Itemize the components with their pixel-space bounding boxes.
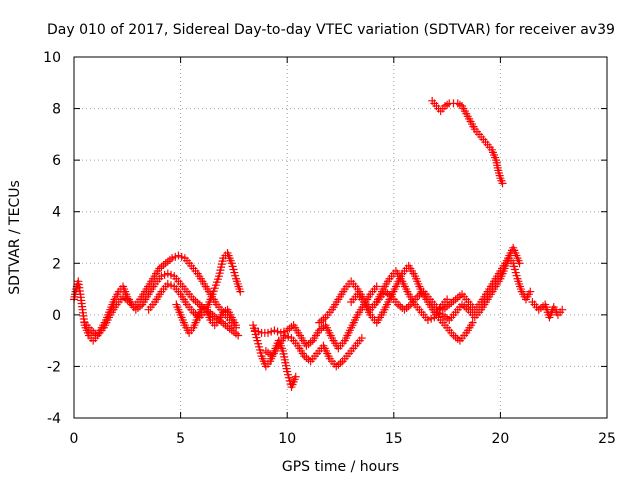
marks-layer [70, 96, 567, 392]
data-point [443, 295, 452, 304]
series-track-i [347, 261, 477, 345]
y-tick-label: -4 [47, 411, 61, 427]
data-point [236, 287, 245, 296]
data-point [453, 334, 462, 343]
data-point [357, 334, 366, 343]
data-point [443, 302, 452, 311]
data-point [304, 340, 313, 349]
data-point [443, 314, 452, 323]
y-tick-label: 0 [52, 308, 61, 324]
data-point [536, 303, 545, 312]
ticks-layer: 0 5 10 15 20 25 -4 -2 0 2 4 6 8 10 [43, 50, 616, 447]
data-point [232, 329, 241, 338]
data-point [383, 289, 392, 298]
y-tick-label: 4 [52, 205, 61, 221]
data-point [317, 324, 326, 333]
data-point [396, 302, 405, 311]
data-point [451, 333, 460, 342]
data-point [468, 318, 477, 327]
x-tick-label: 0 [70, 431, 79, 447]
data-point [163, 257, 172, 266]
data-point [443, 100, 452, 109]
data-point [319, 315, 328, 324]
y-tick-label: 6 [52, 153, 61, 169]
data-point [229, 328, 238, 337]
data-point [336, 358, 345, 367]
data-point [440, 303, 449, 312]
data-point [451, 295, 460, 304]
data-point [460, 302, 469, 311]
series-track-m [528, 297, 567, 322]
data-point [334, 360, 343, 369]
data-point [261, 346, 270, 355]
data-point [402, 303, 411, 312]
data-point [234, 331, 243, 340]
y-tick-label: 10 [43, 50, 61, 66]
data-point [89, 328, 98, 337]
x-axis-label: GPS time / hours [282, 459, 399, 475]
data-point [415, 291, 424, 300]
chart-title: Day 010 of 2017, Sidereal Day-to-day VTE… [47, 22, 615, 38]
y-tick-label: 8 [52, 102, 61, 118]
data-point [210, 312, 219, 321]
x-tick-label: 10 [278, 431, 296, 447]
data-point [161, 259, 170, 268]
data-point [232, 321, 241, 330]
data-point [304, 355, 313, 364]
data-point [455, 291, 464, 300]
data-point [302, 353, 311, 362]
data-point [133, 303, 142, 312]
series-track-k [432, 254, 535, 325]
series-track-g [261, 331, 366, 371]
data-point [447, 298, 456, 307]
x-tick-label: 15 [385, 431, 403, 447]
data-point [287, 322, 296, 331]
data-point [319, 322, 328, 331]
data-point [404, 302, 413, 311]
x-tick-label: 20 [491, 431, 509, 447]
data-point [217, 317, 226, 326]
y-tick-label: -2 [47, 359, 61, 375]
data-point [136, 302, 145, 311]
data-point [498, 179, 507, 188]
data-point [526, 287, 535, 296]
plot-frame [73, 56, 608, 419]
data-point [449, 297, 458, 306]
data-point [193, 298, 202, 307]
data-point [558, 305, 567, 314]
series-track-j [368, 243, 524, 314]
y-axis-label: SDTVAR / TECUs [7, 180, 23, 295]
x-tick-label: 5 [176, 431, 185, 447]
data-point [372, 282, 381, 291]
series-track-b [80, 269, 243, 340]
data-point [291, 372, 300, 381]
series-track-l [428, 96, 507, 188]
data-point [191, 297, 200, 306]
data-point [159, 261, 168, 270]
data-point [455, 100, 464, 109]
data-point [453, 293, 462, 302]
series-track-d [172, 300, 241, 337]
y-tick-label: 2 [52, 256, 61, 272]
data-point [121, 294, 130, 303]
data-point [223, 322, 232, 331]
data-point [400, 305, 409, 314]
data-point [221, 306, 230, 315]
x-tick-label: 25 [598, 431, 616, 447]
data-point [157, 262, 166, 271]
data-point [225, 324, 234, 333]
data-point [91, 329, 100, 338]
data-point [317, 316, 326, 325]
data-point [462, 303, 471, 312]
data-point [306, 338, 315, 347]
